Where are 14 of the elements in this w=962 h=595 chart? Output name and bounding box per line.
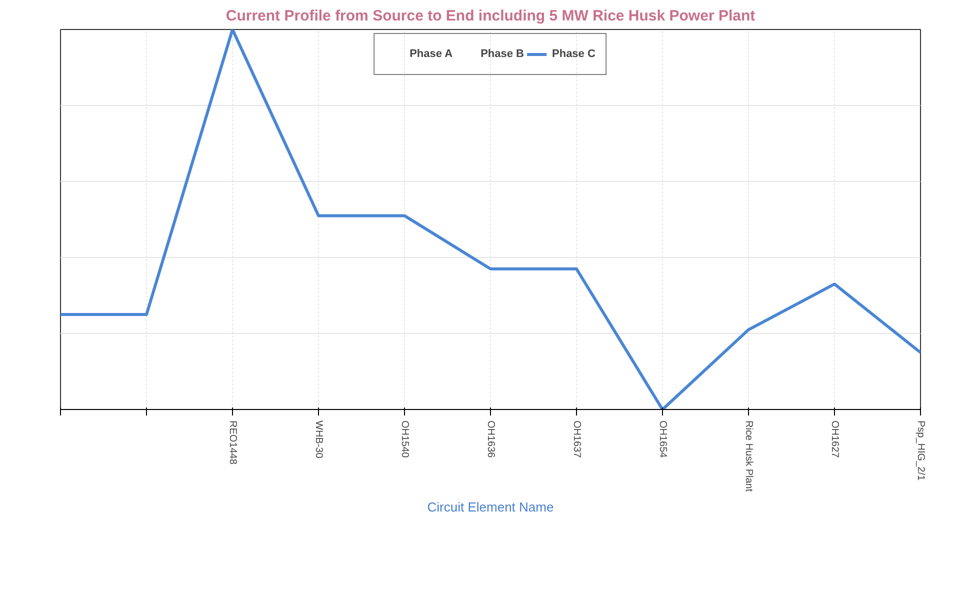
legend-label: Phase B [480,48,524,60]
x-tick-label: OH1627 [829,420,840,458]
legend-label: Phase C [552,48,596,60]
x-tick-label: Psp_HIG_2/1 [915,420,926,481]
x-tick-label: OH1654 [657,420,668,458]
chart-title: Current Profile from Source to End including 5 MW Rice Husk Power Plant [226,8,756,24]
x-tick-label: OH1540 [399,420,410,458]
x-axis-title: Circuit Element Name [427,500,554,515]
x-tick-label: Rice Husk Plant [743,420,754,492]
x-tick-label: OH1637 [571,420,582,458]
x-tick-label: REO1448 [227,420,238,465]
x-tick-label: OH1636 [485,420,496,458]
legend-label: Phase A [410,48,453,60]
x-tick-label: WHB-30 [313,420,324,459]
